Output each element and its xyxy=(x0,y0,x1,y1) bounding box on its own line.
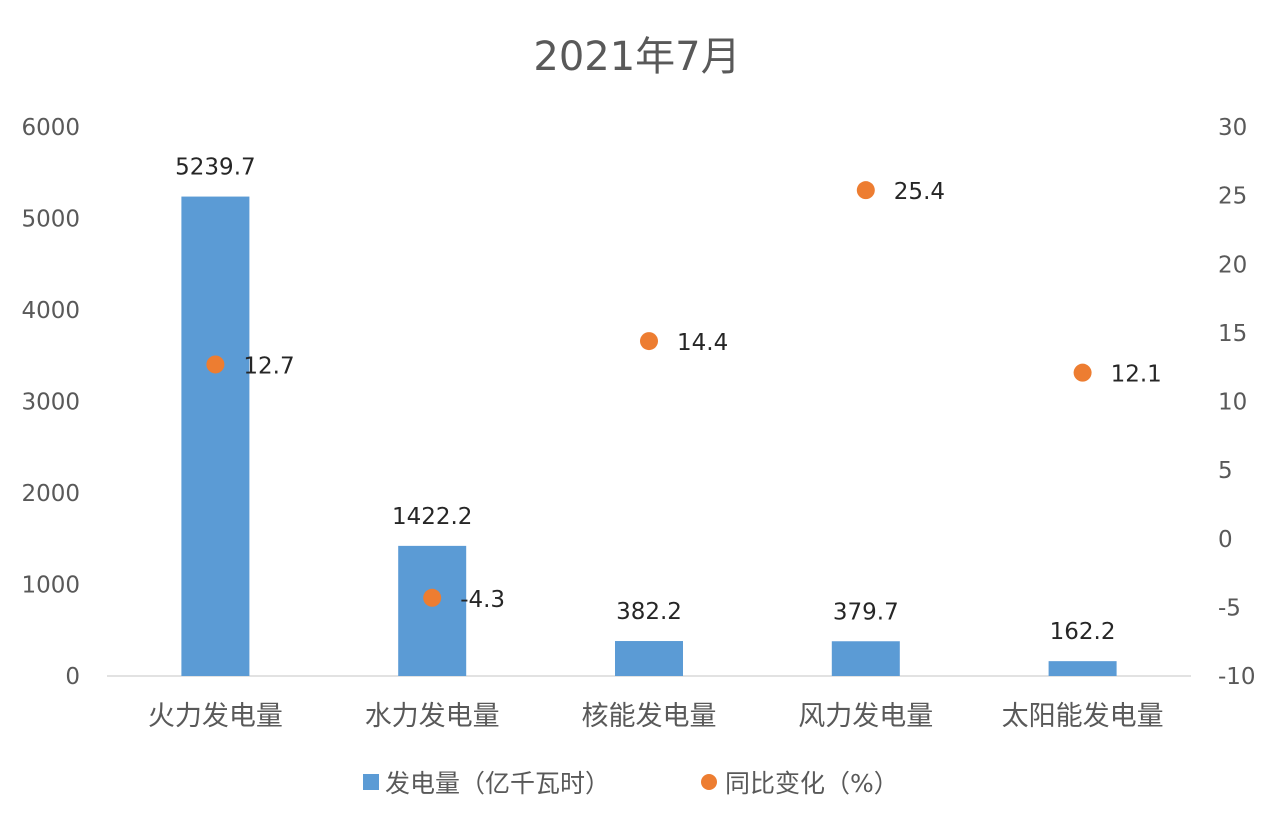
chart-title: 2021年7月 xyxy=(533,34,740,80)
scatter-data-label: 12.7 xyxy=(243,353,294,379)
right-axis: -10 -5 0 5 10 15 20 25 30 xyxy=(1218,115,1256,690)
scatter-point xyxy=(423,588,442,607)
bar xyxy=(615,641,683,676)
bar-labels: 5239.7 1422.2 382.2 379.7 162.2 xyxy=(175,155,1115,646)
legend-label-bar: 发电量（亿千瓦时） xyxy=(385,769,610,798)
right-tick-label: 0 xyxy=(1218,527,1233,553)
bar xyxy=(398,545,467,676)
category-label: 水力发电量 xyxy=(365,701,500,732)
scatter-point xyxy=(640,332,658,351)
legend: 发电量（亿千瓦时） 同比变化（%） xyxy=(363,769,899,798)
left-tick-label: 1000 xyxy=(21,573,80,599)
right-tick-label: 5 xyxy=(1218,458,1233,484)
left-tick-label: 6000 xyxy=(21,115,80,141)
legend-swatch-point xyxy=(701,774,717,790)
bar xyxy=(1048,661,1117,676)
category-labels: 火力发电量 水力发电量 核能发电量 风力发电量 太阳能发电量 xyxy=(148,701,1164,732)
bar-data-label: 5239.7 xyxy=(175,155,255,181)
scatter-data-label: 14.4 xyxy=(677,330,728,356)
right-tick-label: 30 xyxy=(1218,115,1247,141)
right-tick-label: 15 xyxy=(1218,321,1247,347)
category-label: 太阳能发电量 xyxy=(1002,701,1164,732)
bar-data-label: 382.2 xyxy=(616,599,682,625)
left-tick-label: 4000 xyxy=(21,298,80,324)
left-axis: 0 1000 2000 3000 4000 5000 6000 xyxy=(21,115,80,690)
scatter-series xyxy=(206,181,1092,607)
scatter-point xyxy=(1073,363,1092,382)
right-tick-label: 25 xyxy=(1218,184,1247,210)
right-tick-label: -10 xyxy=(1218,664,1256,690)
bar xyxy=(831,641,900,676)
left-tick-label: 0 xyxy=(65,664,80,690)
scatter-labels: 12.7 -4.3 14.4 25.4 12.1 xyxy=(243,179,1161,613)
bar-data-label: 379.7 xyxy=(833,599,899,625)
scatter-data-label: 12.1 xyxy=(1111,362,1162,388)
bar xyxy=(181,196,250,676)
category-label: 核能发电量 xyxy=(582,701,717,732)
scatter-data-label: -4.3 xyxy=(460,587,505,613)
right-tick-label: -5 xyxy=(1218,595,1241,621)
left-tick-label: 5000 xyxy=(21,207,80,233)
bar-series xyxy=(181,196,1117,676)
category-label: 风力发电量 xyxy=(798,701,933,732)
left-tick-label: 3000 xyxy=(21,390,80,416)
category-label: 火力发电量 xyxy=(148,701,283,732)
left-tick-label: 2000 xyxy=(21,481,80,507)
scatter-point xyxy=(206,355,225,374)
scatter-point xyxy=(856,181,875,200)
legend-swatch-bar xyxy=(363,774,379,790)
scatter-data-label: 25.4 xyxy=(894,179,945,205)
bar-data-label: 162.2 xyxy=(1050,619,1116,645)
right-tick-label: 10 xyxy=(1218,390,1247,416)
right-tick-label: 20 xyxy=(1218,252,1247,278)
bar-data-label: 1422.2 xyxy=(392,504,472,530)
legend-label-point: 同比变化（%） xyxy=(725,769,899,798)
